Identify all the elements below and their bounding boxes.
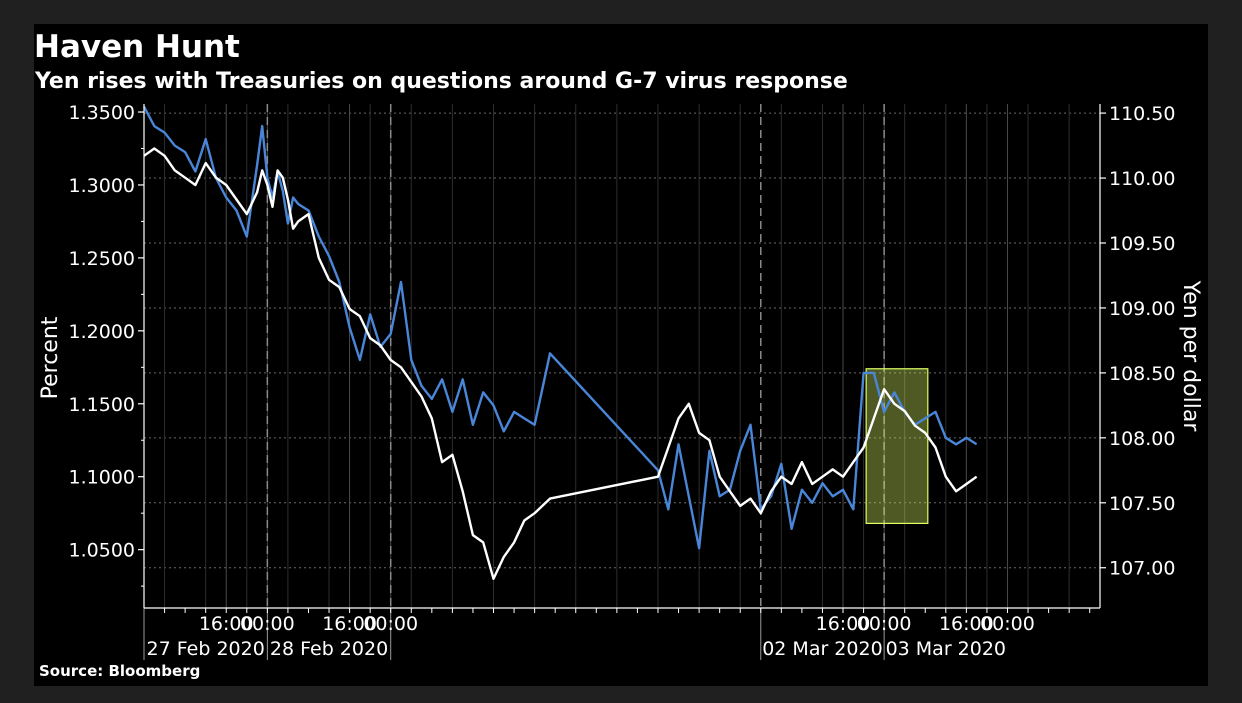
x-date-label: 27 Feb 2020: [147, 638, 265, 660]
right-tick-label: 110.50: [1109, 103, 1175, 125]
x-tick-label: 16:00: [322, 613, 377, 635]
right-tick-label: 108.00: [1109, 428, 1175, 450]
x-tick-label: 00:00: [240, 613, 295, 635]
series-line-right: [142, 106, 978, 550]
gridlines: [144, 104, 1100, 608]
chart-panel: [34, 24, 1208, 686]
series-line-left: [143, 147, 978, 580]
x-tick-label: 16:00: [199, 613, 254, 635]
series-lines: [142, 106, 978, 580]
right-axis-label: Yen per dollar: [1178, 280, 1203, 433]
x-tick-label: 16:00: [939, 613, 994, 635]
x-date-label: 02 Mar 2020: [762, 638, 882, 660]
right-axis-ticks: 110.50 110.00 109.50 109.00 108.50 108.00 107.…: [1100, 103, 1175, 580]
chart-title: Haven Hunt: [34, 29, 240, 65]
x-tick-label: 00:00: [363, 613, 418, 635]
highlight-box: [865, 368, 929, 524]
left-tick-label: 1.2000: [69, 321, 135, 343]
x-date-label: 03 Mar 2020: [886, 638, 1006, 660]
left-tick-label: 1.3500: [69, 102, 135, 124]
chart-subtitle: Yen rises with Treasuries on questions a…: [35, 69, 848, 94]
axes: [143, 104, 1101, 609]
right-tick-label: 109.00: [1109, 298, 1175, 320]
left-axis-label: Percent: [38, 316, 63, 399]
right-tick-label: 108.50: [1109, 363, 1175, 385]
x-tick-label: 16:00: [816, 613, 871, 635]
left-axis-ticks: 1.3500 1.3000 1.2500 1.2000 1.1500 1.1000 1.05…: [69, 102, 144, 587]
right-tick-label: 107.00: [1109, 558, 1175, 580]
left-tick-label: 1.1500: [69, 394, 135, 416]
right-tick-label: 110.00: [1109, 168, 1175, 190]
x-tick-label: 00:00: [980, 613, 1035, 635]
right-tick-label: 107.50: [1109, 493, 1175, 515]
highlight-region: [865, 368, 929, 524]
right-tick-label: 109.50: [1109, 233, 1175, 255]
left-tick-label: 1.1000: [69, 467, 135, 489]
source-note: Source: Bloomberg: [39, 662, 201, 680]
x-date-label: 28 Feb 2020: [270, 638, 388, 660]
left-tick-label: 1.2500: [69, 248, 135, 270]
x-tick-label: 00:00: [857, 613, 912, 635]
left-tick-label: 1.3000: [69, 175, 135, 197]
left-tick-label: 1.0500: [69, 540, 135, 562]
